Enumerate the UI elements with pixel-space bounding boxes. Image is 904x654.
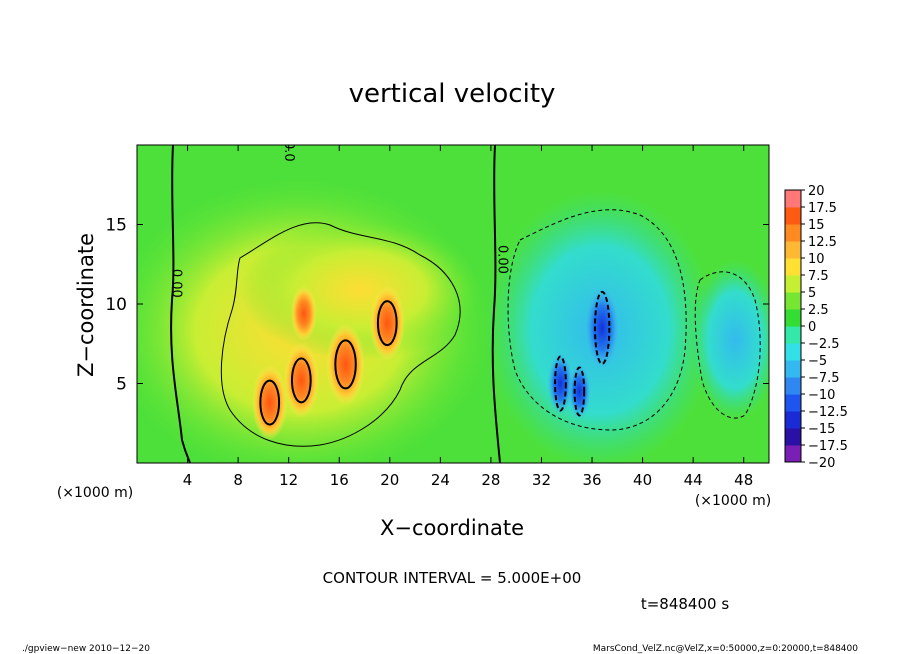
colorbar-band-4 <box>785 377 801 395</box>
y-tick-label-2: 15 <box>105 216 127 236</box>
colorbar-label-2: 15 <box>808 218 825 233</box>
x-axis-label: X−coordinate <box>380 516 524 540</box>
downdraft-core-0 <box>584 284 621 372</box>
downdraft-contour-1 <box>554 355 567 412</box>
y-tick-label-1: 10 <box>105 295 127 315</box>
colorbar-label-0: 20 <box>808 184 825 199</box>
x-tick-label-3: 16 <box>330 471 349 489</box>
x-tick-label-11: 48 <box>734 471 753 489</box>
colorbar-label-8: 0 <box>808 320 816 335</box>
updraft-core-1 <box>283 342 319 418</box>
colorbar-label-1: 17.5 <box>808 201 837 216</box>
colorbar-label-16: −20 <box>808 456 835 471</box>
colorbar-label-14: −15 <box>808 422 835 437</box>
x-axis: 4 8 12 16 20 24 28 32 36 40 44 48 <box>183 145 753 489</box>
y-axis: 5 10 15 <box>105 216 769 395</box>
updraft-core-3 <box>369 285 405 361</box>
footer-left: ./gpview−new 2010−12−20 <box>22 644 150 654</box>
x-tick-label-9: 40 <box>633 471 652 489</box>
x-unit-left: (×1000 m) <box>57 485 133 501</box>
colorbar-label-4: 10 <box>808 252 825 267</box>
colorbar-band-3 <box>785 394 801 412</box>
x-tick-label-5: 24 <box>431 471 450 489</box>
updraft-core-2 <box>326 323 365 406</box>
colorbar-band-6 <box>785 343 801 361</box>
colorbar-label-13: −12.5 <box>808 405 848 420</box>
x-tick-label-0: 4 <box>183 471 193 489</box>
colorbar-label-15: −17.5 <box>808 439 848 454</box>
colorbar-band-9 <box>785 292 801 310</box>
colorbar-label-11: −7.5 <box>808 371 840 386</box>
colorbar-band-5 <box>785 360 801 378</box>
downdraft-cores <box>546 284 621 421</box>
colorbar-label-12: −10 <box>808 388 835 403</box>
updraft-contour-3 <box>376 300 398 347</box>
y-tick-label-0: 5 <box>116 375 127 395</box>
colorbar-band-1 <box>785 428 801 446</box>
contour-2p5 <box>220 222 461 447</box>
colorbar-label-7: 2.5 <box>808 303 829 318</box>
colorbar-label-10: −5 <box>808 354 827 369</box>
updraft-contour-0 <box>259 379 281 426</box>
updraft-core-4 <box>291 286 317 341</box>
contour-interval: CONTOUR INTERVAL = 5.000E+00 <box>323 569 582 587</box>
colorbar-label-6: 5 <box>808 286 816 301</box>
updraft-cores <box>252 285 405 440</box>
downdraft-contour-2 <box>573 366 586 417</box>
colorbar-band-7 <box>785 326 801 344</box>
colorbar-label-3: 12.5 <box>808 235 837 250</box>
updraft-contour-1 <box>290 357 312 404</box>
contour-label-0: 0.00 <box>168 269 183 298</box>
colorbar-label-5: 7.5 <box>808 269 829 284</box>
colorbar-band-8 <box>785 309 801 327</box>
x-unit-right: (×1000 m) <box>695 493 771 509</box>
downdraft-contour-0 <box>593 290 611 365</box>
y-axis-label: Z−coordinate <box>74 233 98 377</box>
plot-area: 0.00 0.00 0.0 <box>137 141 769 463</box>
x-tick-label-10: 44 <box>684 471 703 489</box>
contour-label-1: 0.00 <box>495 245 510 274</box>
downdraft-core-1 <box>546 351 574 416</box>
time-label: t=848400 s <box>641 595 729 613</box>
x-tick-label-4: 20 <box>380 471 399 489</box>
colorbar-band-14 <box>785 207 801 225</box>
core-outlines <box>259 290 611 426</box>
colorbar-band-10 <box>785 275 801 293</box>
contour-neg2p5 <box>507 209 687 431</box>
colorbar-label-9: −2.5 <box>808 337 840 352</box>
x-tick-label-2: 12 <box>279 471 298 489</box>
colorbar: 20 17.5 15 12.5 10 7.5 5 2.5 0 −2.5 −5 −7.5 −10 −12.5… <box>784 184 848 471</box>
updraft-contour-2 <box>334 339 357 390</box>
colorbar-band-11 <box>785 258 801 276</box>
zero-contour-center <box>491 145 501 463</box>
colorbar-band-15 <box>785 190 801 208</box>
colorbar-band-2 <box>785 411 801 429</box>
cool-region-east <box>690 260 769 420</box>
colorbar-band-12 <box>785 241 801 259</box>
contour-labels: 0.00 0.00 0.0 <box>168 141 510 298</box>
x-tick-label-1: 8 <box>233 471 243 489</box>
colorbar-band-0 <box>785 445 801 463</box>
x-tick-label-6: 28 <box>481 471 500 489</box>
downdraft-core-2 <box>567 362 592 421</box>
zero-contour-west <box>170 145 191 463</box>
contour-label-2: 0.0 <box>281 141 296 162</box>
chart-title: vertical velocity <box>349 79 556 109</box>
updraft-core-0 <box>252 365 288 440</box>
colorbar-band-13 <box>785 224 801 242</box>
x-tick-label-7: 32 <box>532 471 551 489</box>
x-tick-label-8: 36 <box>582 471 601 489</box>
footer-right: MarsCond_VelZ.nc@VelZ,x=0:50000,z=0:2000… <box>593 644 858 654</box>
